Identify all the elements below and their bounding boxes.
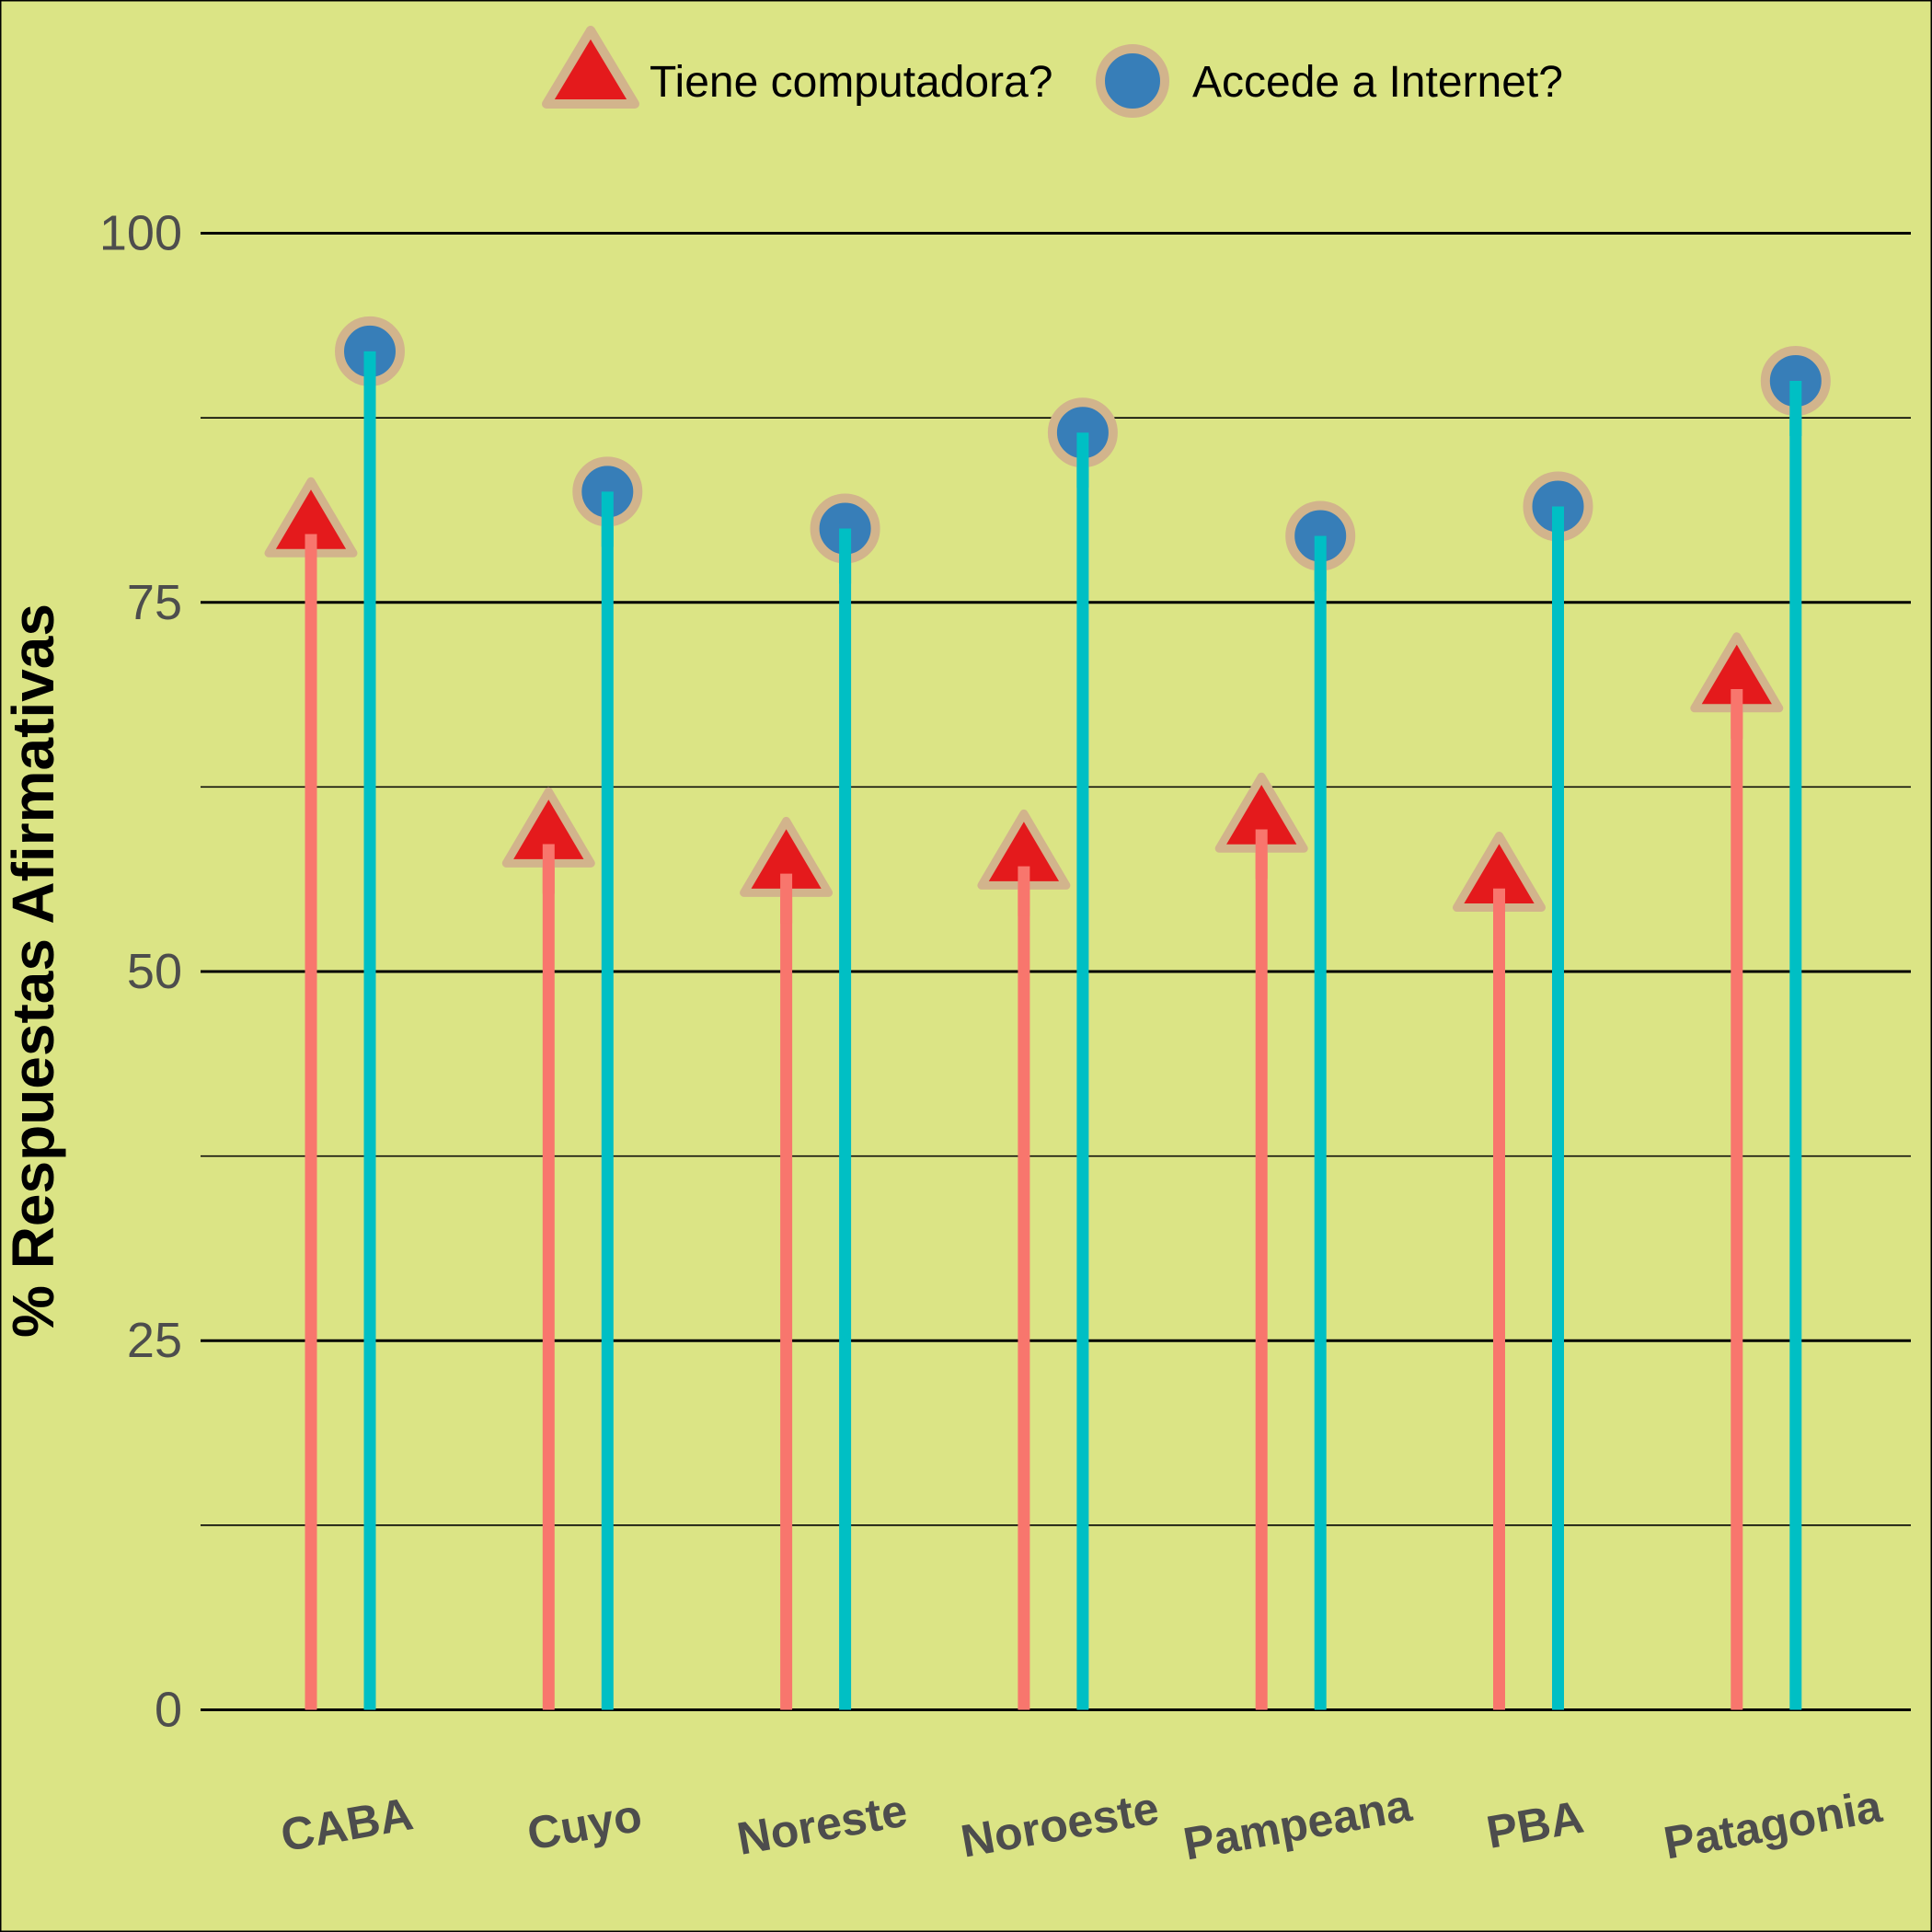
y-tick-label: 25 (127, 1313, 182, 1368)
series-stems (305, 351, 1802, 1710)
legend: Tiene computadora? Accede a Internet? (542, 26, 1563, 118)
legend-circle-icon (1096, 44, 1169, 118)
legend-label-computadora: Tiene computadora? (650, 58, 1053, 107)
y-tick-label: 75 (127, 575, 182, 630)
y-axis-ticks: 0 25 50 75 100 (99, 206, 182, 1738)
legend-triangle-icon (542, 26, 639, 109)
series-markers (264, 316, 1831, 938)
legend-label-internet: Accede a Internet? (1192, 58, 1563, 107)
y-tick-label: 100 (99, 206, 182, 261)
gridlines (201, 232, 1911, 1711)
y-tick-label: 0 (155, 1682, 182, 1737)
y-axis-title: % Respuestas Afirmativas (0, 604, 66, 1338)
y-tick-label: 50 (127, 944, 182, 999)
